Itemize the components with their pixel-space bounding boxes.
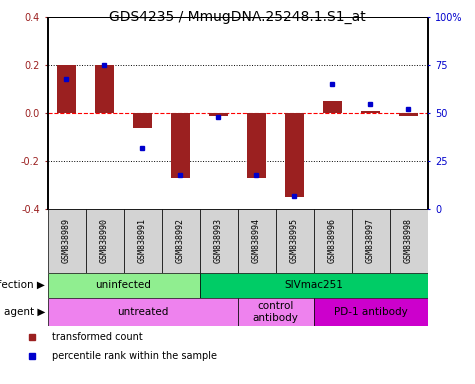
Bar bbox=[314, 209, 352, 273]
Bar bbox=[200, 209, 238, 273]
Text: GSM838996: GSM838996 bbox=[328, 218, 337, 263]
Bar bbox=[276, 209, 314, 273]
Bar bbox=[48, 273, 199, 298]
Bar bbox=[247, 113, 266, 178]
Bar bbox=[238, 298, 314, 326]
Bar bbox=[390, 209, 428, 273]
Bar bbox=[86, 209, 124, 273]
Bar bbox=[314, 298, 428, 326]
Text: agent ▶: agent ▶ bbox=[4, 307, 45, 317]
Text: control
antibody: control antibody bbox=[253, 301, 298, 323]
Text: infection ▶: infection ▶ bbox=[0, 280, 45, 290]
Bar bbox=[285, 113, 304, 197]
Text: transformed count: transformed count bbox=[52, 332, 143, 342]
Text: GSM838989: GSM838989 bbox=[62, 218, 71, 263]
Text: GSM838992: GSM838992 bbox=[176, 218, 185, 263]
Text: GSM838997: GSM838997 bbox=[366, 218, 375, 263]
Bar bbox=[95, 65, 114, 113]
Bar bbox=[352, 209, 390, 273]
Text: uninfected: uninfected bbox=[95, 280, 152, 290]
Text: GSM838993: GSM838993 bbox=[214, 218, 223, 263]
Bar bbox=[48, 298, 238, 326]
Bar bbox=[399, 113, 418, 116]
Bar bbox=[124, 209, 162, 273]
Bar bbox=[361, 111, 380, 113]
Bar bbox=[48, 209, 86, 273]
Text: GSM838994: GSM838994 bbox=[252, 218, 261, 263]
Bar bbox=[323, 101, 342, 113]
Text: SIVmac251: SIVmac251 bbox=[284, 280, 343, 290]
Text: GSM838990: GSM838990 bbox=[100, 218, 109, 263]
Bar bbox=[171, 113, 190, 178]
Text: GSM838991: GSM838991 bbox=[138, 218, 147, 263]
Bar bbox=[162, 209, 199, 273]
Bar bbox=[209, 113, 228, 116]
Bar bbox=[238, 209, 276, 273]
Text: GDS4235 / MmugDNA.25248.1.S1_at: GDS4235 / MmugDNA.25248.1.S1_at bbox=[109, 10, 366, 23]
Bar bbox=[133, 113, 152, 128]
Text: untreated: untreated bbox=[117, 307, 168, 317]
Bar bbox=[57, 65, 76, 113]
Text: percentile rank within the sample: percentile rank within the sample bbox=[52, 351, 217, 361]
Bar bbox=[200, 273, 428, 298]
Text: GSM838995: GSM838995 bbox=[290, 218, 299, 263]
Text: PD-1 antibody: PD-1 antibody bbox=[333, 307, 408, 317]
Text: GSM838998: GSM838998 bbox=[404, 218, 413, 263]
